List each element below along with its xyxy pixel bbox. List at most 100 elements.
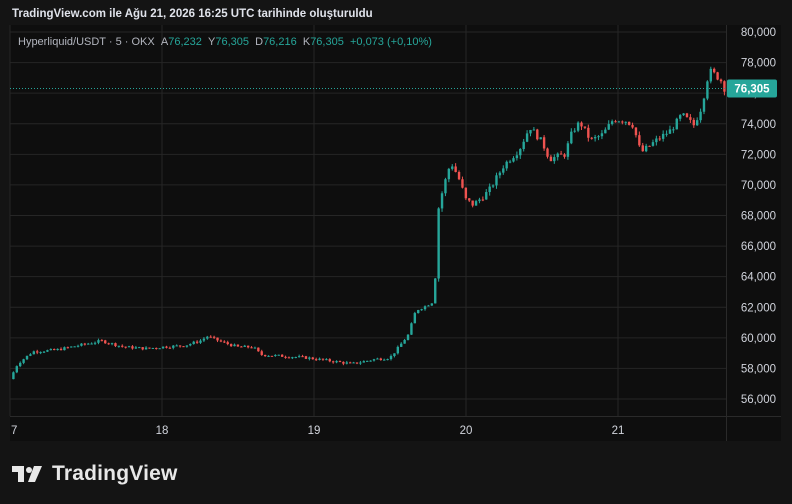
candle-body <box>144 347 148 350</box>
legend-change: +0,073 (+0,10%) <box>349 36 432 48</box>
candle-body <box>665 133 668 135</box>
candle-body <box>454 166 457 172</box>
candle-body <box>257 347 260 352</box>
candle-body <box>182 346 185 348</box>
candle-body <box>100 340 104 342</box>
candle-body <box>195 341 199 343</box>
candle-body <box>580 122 583 127</box>
candle-body <box>464 187 468 199</box>
candle-body <box>127 346 131 348</box>
candle-body <box>148 347 151 349</box>
candle-body <box>563 154 566 157</box>
candle-body <box>121 345 124 347</box>
price-tick-label: 72,000 <box>741 149 776 161</box>
candle-body <box>668 129 672 134</box>
candle-body <box>532 129 536 131</box>
candle-body <box>539 137 542 140</box>
candle-body <box>297 356 301 358</box>
candle-body <box>413 313 417 324</box>
candle-body <box>22 359 25 363</box>
candle-body <box>321 358 325 360</box>
legend-close-label: K <box>302 36 311 48</box>
candle-body <box>542 137 546 149</box>
candle-body <box>141 347 144 350</box>
candle-body <box>440 193 444 209</box>
candle-body <box>314 359 318 361</box>
candle-body <box>90 343 93 345</box>
candle-body <box>219 340 223 342</box>
tradingview-logo: TradingView <box>12 462 178 485</box>
candle-body <box>250 347 253 349</box>
candle-body <box>107 343 110 345</box>
candle-body <box>471 200 474 206</box>
candle-body <box>185 345 189 347</box>
candle-body <box>25 355 29 360</box>
last-price-tag: 76,305 <box>10 79 777 98</box>
candle-body <box>461 179 464 188</box>
candle-body <box>114 343 117 347</box>
candle-body <box>206 336 209 339</box>
legend-close-value: 76,305 <box>310 36 344 48</box>
candle-body <box>304 356 308 359</box>
candle-body <box>502 168 505 173</box>
candle-body <box>369 360 372 362</box>
price-tick-label: 66,000 <box>741 241 776 253</box>
candle-body <box>695 120 699 126</box>
candle-body <box>97 340 100 343</box>
candle-body <box>274 354 277 356</box>
candle-body <box>226 342 229 345</box>
time-tick-label: 21 <box>612 425 625 437</box>
candle-body <box>80 343 83 346</box>
candle-body <box>233 344 236 347</box>
candle-body <box>522 141 525 150</box>
tradingview-logo-icon <box>12 466 42 482</box>
price-tick-label: 80,000 <box>741 27 776 39</box>
candle-body <box>430 303 434 306</box>
candle-body <box>621 121 624 123</box>
candle-body <box>345 362 348 364</box>
candle-body <box>240 346 243 348</box>
candle-body <box>468 198 471 201</box>
candle-body <box>223 341 226 343</box>
candle-body <box>383 359 386 361</box>
candle-body <box>165 346 168 348</box>
candle-body <box>175 345 178 347</box>
time-axis-labels: 7 18 19 20 21 <box>11 425 624 437</box>
price-tick-label: 58,000 <box>741 363 776 375</box>
candle-body <box>651 142 655 146</box>
candle-body <box>648 145 651 147</box>
candle-body <box>209 336 212 338</box>
candle-body <box>348 362 352 364</box>
candle-body <box>287 357 291 359</box>
candle-body <box>706 81 709 99</box>
candle-body <box>59 348 63 351</box>
candle-body <box>331 361 335 363</box>
chart-panel[interactable] <box>10 25 781 441</box>
candle-body <box>301 356 304 358</box>
candle-body <box>583 126 587 128</box>
candle-body <box>556 153 559 158</box>
candle-body <box>199 340 202 343</box>
candle-body <box>716 72 719 80</box>
candle-body <box>243 345 246 347</box>
candle-body <box>70 346 73 348</box>
candle-body <box>335 361 338 363</box>
candle-body <box>66 347 70 349</box>
candle-body <box>417 310 420 314</box>
candle-body <box>39 352 42 354</box>
price-tick-label: 64,000 <box>741 272 776 284</box>
candle-body <box>389 356 393 360</box>
candle-body <box>478 199 481 202</box>
candle-body <box>280 354 284 357</box>
candle-body <box>83 343 87 345</box>
candle-body <box>36 351 39 353</box>
candle-body <box>42 351 46 353</box>
candle-body <box>56 348 59 351</box>
time-tick-label: 18 <box>156 425 169 437</box>
price-tick-label: 74,000 <box>741 119 776 131</box>
candle-body <box>73 346 76 348</box>
last-price-label: 76,305 <box>734 84 770 96</box>
candle-body <box>338 361 342 363</box>
candle-body <box>406 334 410 340</box>
